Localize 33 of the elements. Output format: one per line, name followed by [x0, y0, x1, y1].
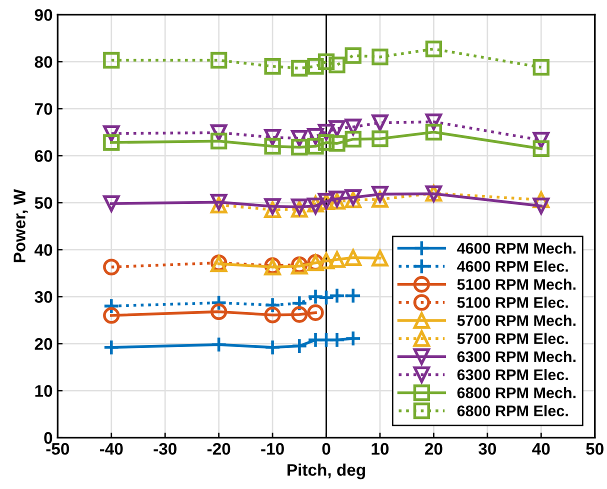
x-tick-label: 40 [532, 442, 550, 455]
legend-label: 5100 RPM Elec. [457, 296, 568, 308]
x-tick-label: 50 [586, 442, 604, 455]
y-tick-label: 70 [34, 103, 52, 115]
legend-label: 4600 RPM Mech. [457, 242, 576, 254]
x-axis-title: Pitch, deg [288, 464, 365, 480]
x-tick-label: -20 [207, 442, 230, 455]
y-tick-label: 10 [35, 385, 52, 397]
legend-label: 6800 RPM Elec. [457, 405, 568, 416]
y-tick-label: 30 [34, 291, 52, 303]
y-tick-label: 80 [34, 56, 52, 68]
y-tick-label: 40 [34, 244, 52, 256]
x-tick-label: -40 [100, 442, 123, 455]
legend-label: 6300 RPM Mech. [457, 350, 576, 362]
x-tick-label: -50 [46, 442, 70, 455]
legend-label: 6300 RPM Elec. [457, 368, 568, 380]
legend-label: 5700 RPM Mech. [457, 314, 576, 326]
legend-label: 5100 RPM Mech. [457, 278, 576, 290]
x-tick-label: -30 [154, 442, 176, 455]
legend-label: 6800 RPM Mech. [457, 387, 576, 398]
x-tick-label: 10 [372, 442, 389, 455]
y-axis-title: Power, W [14, 189, 28, 262]
y-tick-label: 90 [34, 9, 52, 21]
y-tick-label: 60 [34, 150, 52, 162]
legend-label: 4600 RPM Elec. [457, 260, 568, 272]
x-tick-label: 0 [322, 442, 330, 455]
legend-label: 5700 RPM Elec. [457, 332, 568, 344]
x-tick-label: 20 [425, 442, 442, 455]
y-tick-label: 0 [44, 432, 52, 444]
x-tick-label: -10 [261, 442, 284, 455]
y-tick-label: 50 [34, 197, 52, 209]
x-tick-label: 30 [478, 442, 496, 455]
y-tick-label: 20 [34, 338, 52, 350]
